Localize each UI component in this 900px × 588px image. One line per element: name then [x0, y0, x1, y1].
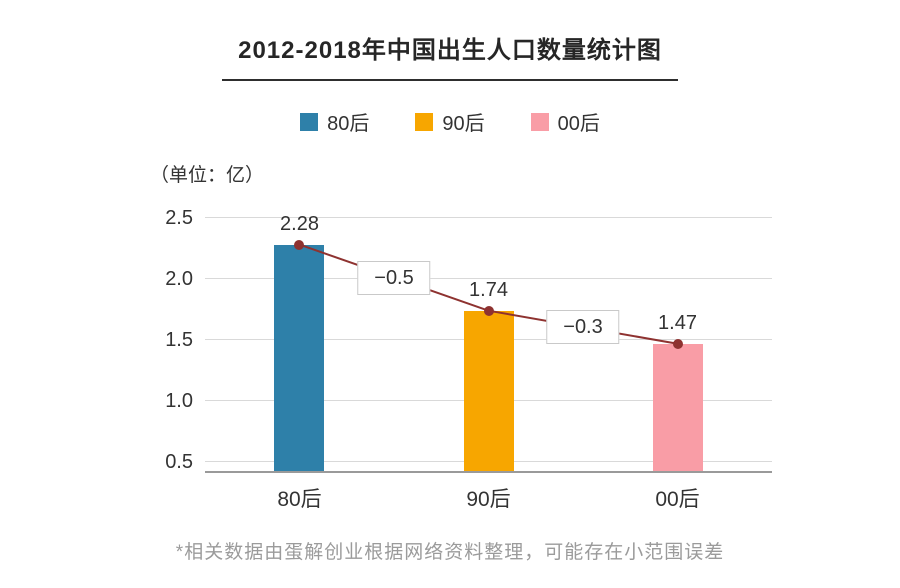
- data-point-dot: [294, 239, 305, 250]
- bar-value-label: 2.28: [280, 212, 319, 235]
- bar: [463, 310, 514, 471]
- legend: 80后 90后 00后: [0, 107, 900, 136]
- gridline: [205, 277, 772, 279]
- legend-swatch-90hou: [415, 112, 434, 131]
- legend-label-00hou: 00后: [557, 113, 600, 135]
- y-tick-label: 1.5: [165, 329, 193, 352]
- bar: [274, 244, 325, 471]
- bar-value-label: 1.47: [658, 311, 697, 334]
- y-tick-label: 2.5: [165, 206, 193, 229]
- diff-annotation: −0.5: [357, 260, 431, 295]
- plot-column: 2.28 1.74 1.47 −0.5 −0.3 80后 90后 00后: [205, 203, 772, 511]
- legend-label-80hou: 80后: [327, 113, 370, 135]
- legend-swatch-80hou: [300, 112, 319, 131]
- legend-label-90hou: 90后: [442, 113, 485, 135]
- legend-swatch-00hou: [530, 112, 549, 131]
- x-axis-label: 00后: [655, 488, 700, 511]
- y-tick-label: 2.0: [165, 267, 193, 290]
- legend-item-00hou: 00后: [530, 107, 600, 136]
- bar-chart: 0.5 1.0 1.5 2.0 2.5 2.28 1.74 1.47 −0.5 −0.3 80后…: [150, 203, 772, 511]
- title-wrap: 2012-2018年中国出生人口数量统计图: [0, 26, 900, 81]
- y-tick-label: 1.0: [165, 390, 193, 413]
- legend-item-80hou: 80后: [300, 107, 369, 136]
- diff-annotation: −0.3: [546, 310, 620, 345]
- trend-line: [205, 203, 772, 471]
- footnote: *相关数据由蛋解创业根据网络资料整理，可能存在小范围误差: [175, 542, 725, 563]
- y-tick-label: 0.5: [165, 451, 193, 474]
- data-point-dot: [672, 338, 683, 349]
- x-axis-label: 80后: [277, 488, 322, 511]
- gridline: [205, 216, 772, 218]
- x-axis-labels: 80后 90后 00后: [205, 473, 772, 511]
- x-axis-label: 90后: [466, 488, 511, 511]
- legend-item-90hou: 90后: [415, 107, 485, 136]
- y-axis: 0.5 1.0 1.5 2.0 2.5: [150, 203, 205, 474]
- chart-title: 2012-2018年中国出生人口数量统计图: [222, 26, 678, 81]
- bar: [652, 343, 703, 471]
- unit-label: （单位：亿）: [150, 165, 265, 186]
- bar-value-label: 1.74: [469, 278, 508, 301]
- data-point-dot: [483, 305, 494, 316]
- plot-area: 2.28 1.74 1.47 −0.5 −0.3: [205, 203, 772, 473]
